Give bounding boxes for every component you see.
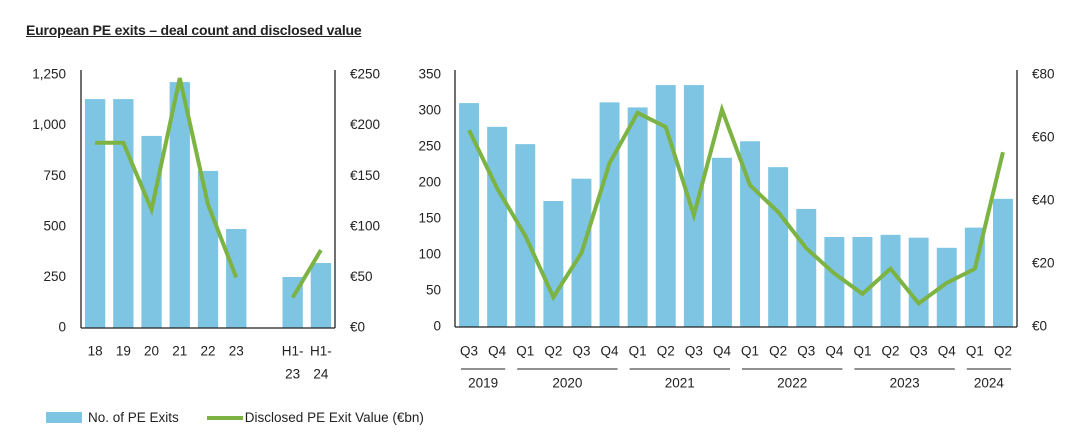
left-tick-label: 1,250: [32, 67, 66, 82]
bar-quarterly-9: [711, 157, 732, 327]
right-tick-label: €50: [350, 269, 373, 284]
year-group-label: 2022: [777, 376, 807, 391]
bar-quarterly-1: [487, 126, 508, 327]
legend-bar-swatch: [46, 412, 82, 423]
bar-annual-0: [84, 99, 106, 328]
left-tick-label: 250: [43, 269, 66, 284]
category-label: H1-: [282, 344, 304, 359]
bar-quarterly-3: [543, 201, 564, 327]
chart-title: European PE exits – deal count and discl…: [26, 22, 362, 38]
category-label: Q3: [572, 344, 590, 359]
category-label: Q2: [657, 344, 675, 359]
bar-quarterly-14: [852, 237, 873, 327]
category-label: Q4: [601, 344, 620, 359]
right-tick-label: €0: [1032, 319, 1047, 334]
bar-quarterly-11: [768, 167, 789, 327]
bar-annual-3: [169, 82, 190, 328]
bar-annual-5: [226, 229, 247, 328]
right-tick-label: €80: [1032, 67, 1055, 82]
category-label: Q2: [994, 344, 1012, 359]
year-group-label: 2019: [468, 376, 498, 391]
bar-annual-1: [113, 99, 134, 328]
category-label: 24: [313, 367, 329, 382]
left-tick-label: 150: [418, 211, 441, 226]
bar-quarterly-5: [599, 102, 620, 327]
left-tick-label: 350: [418, 67, 441, 82]
right-tick-label: €150: [350, 168, 380, 183]
left-tick-label: 500: [43, 218, 66, 233]
category-label: Q2: [769, 344, 787, 359]
category-label: 19: [116, 344, 131, 359]
category-label: Q3: [797, 344, 815, 359]
category-label: Q3: [685, 344, 703, 359]
category-label: Q4: [488, 344, 507, 359]
value-line-annual-1: [290, 249, 323, 299]
category-label: Q1: [629, 344, 647, 359]
bar-quarterly-0: [459, 103, 480, 327]
category-label: Q1: [966, 344, 984, 359]
chart-quarterly: [454, 70, 1018, 370]
left-tick-label: 100: [418, 247, 441, 262]
category-label: Q1: [853, 344, 871, 359]
bar-annual-8: [310, 263, 332, 328]
bar-quarterly-16: [908, 237, 929, 327]
category-label: Q2: [544, 344, 562, 359]
category-label: 21: [172, 344, 187, 359]
year-group-label: 2023: [890, 376, 920, 391]
right-tick-label: €0: [350, 320, 365, 335]
year-group-label: 2021: [665, 376, 695, 391]
category-label: Q3: [460, 344, 478, 359]
left-tick-label: 50: [426, 283, 441, 298]
bar-quarterly-17: [936, 247, 957, 327]
bar-quarterly-13: [824, 237, 845, 327]
category-label: H1-: [310, 344, 332, 359]
bar-quarterly-8: [683, 85, 704, 327]
category-label: 20: [144, 344, 159, 359]
category-label: 23: [229, 344, 244, 359]
bar-annual-2: [141, 135, 162, 328]
right-tick-label: €40: [1032, 193, 1055, 208]
value-line-quarterly-0: [467, 103, 1005, 307]
category-label: Q4: [713, 344, 732, 359]
category-label: Q4: [938, 344, 957, 359]
right-tick-label: €250: [350, 67, 380, 82]
right-tick-label: €60: [1032, 130, 1055, 145]
legend-line-label: Disclosed PE Exit Value (€bn): [244, 410, 424, 425]
bar-quarterly-6: [627, 107, 648, 328]
bar-quarterly-19: [992, 198, 1013, 327]
left-tick-label: 0: [433, 319, 441, 334]
left-tick-label: 300: [418, 103, 441, 118]
legend: No. of PE Exits Disclosed PE Exit Value …: [46, 410, 424, 425]
year-group-label: 2020: [552, 376, 582, 391]
category-label: 18: [88, 344, 103, 359]
left-tick-label: 750: [43, 168, 66, 183]
right-tick-label: €20: [1032, 256, 1055, 271]
category-label: Q3: [910, 344, 928, 359]
value-line-annual-0: [95, 77, 239, 279]
category-label: 22: [200, 344, 215, 359]
left-tick-label: 200: [418, 175, 441, 190]
category-label: Q1: [741, 344, 759, 359]
right-tick-label: €100: [350, 218, 380, 233]
year-group-label: 2024: [974, 376, 1005, 391]
left-tick-label: 250: [418, 139, 441, 154]
left-tick-label: 0: [58, 320, 66, 335]
legend-bar-label: No. of PE Exits: [88, 410, 179, 425]
chart-annual: [80, 70, 336, 329]
category-label: Q1: [516, 344, 534, 359]
bar-quarterly-15: [880, 234, 901, 327]
bar-annual-4: [197, 170, 219, 328]
bar-quarterly-12: [796, 208, 817, 327]
category-label: 23: [285, 367, 300, 382]
category-label: Q2: [882, 344, 900, 359]
left-tick-label: 1,000: [32, 117, 66, 132]
right-tick-label: €200: [350, 117, 380, 132]
legend-line-swatch: [206, 415, 243, 420]
category-label: Q4: [825, 344, 844, 359]
